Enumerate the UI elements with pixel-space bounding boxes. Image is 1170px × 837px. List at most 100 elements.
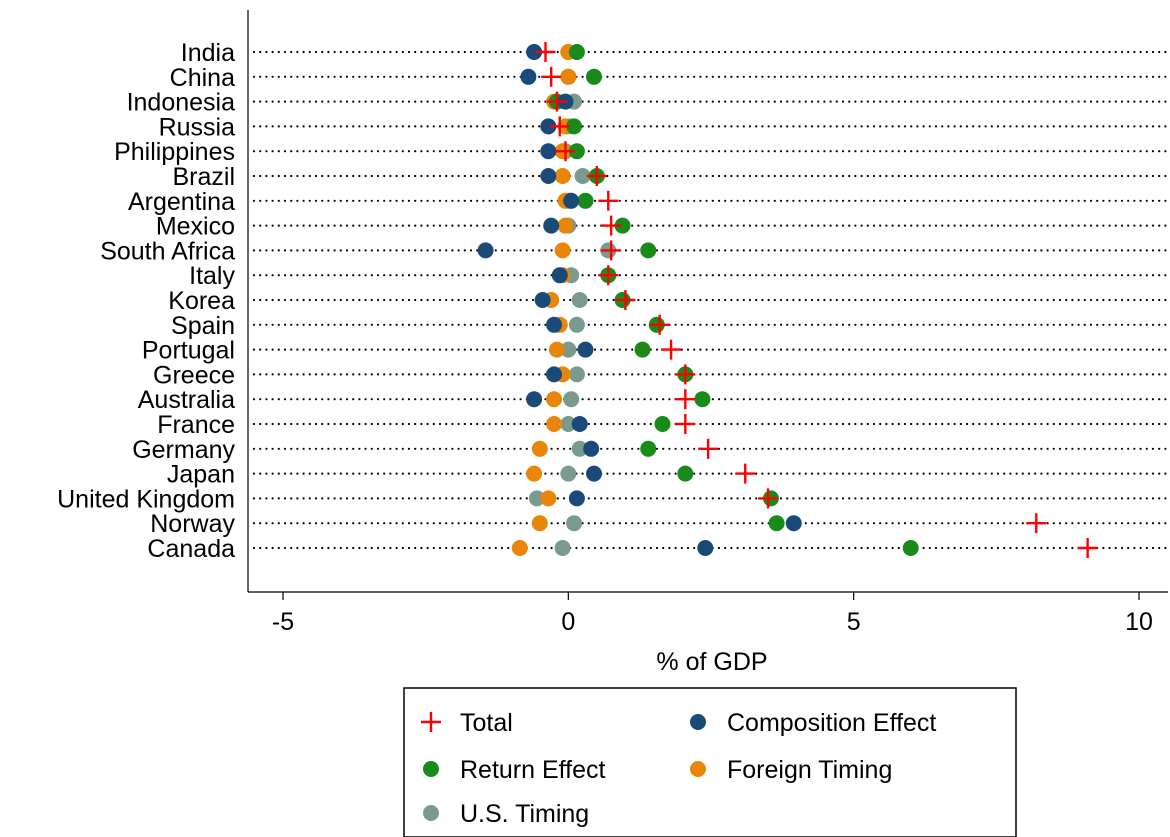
legend-marker-total <box>421 712 441 732</box>
total-point <box>549 116 570 137</box>
composition-effect-point <box>551 267 568 284</box>
u-s-timing-point <box>560 465 577 482</box>
total-point <box>698 438 719 459</box>
y-tick-label: South Africa <box>100 237 235 265</box>
foreign-timing-point <box>526 465 543 482</box>
legend: Total Composition Effect Return Effect Fore… <box>403 687 1017 837</box>
total-point <box>1077 538 1098 558</box>
legend-marker-return-effect <box>423 761 439 777</box>
return-effect-point <box>586 68 603 85</box>
y-tick-labels: IndiaChinaIndonesiaRussiaPhilippinesBraz… <box>57 39 235 563</box>
total-point <box>555 141 576 162</box>
y-tick-label: India <box>181 39 235 67</box>
total-point <box>615 290 636 310</box>
y-tick-label: France <box>157 411 235 439</box>
total-point <box>649 314 670 335</box>
total-point <box>675 389 696 410</box>
return-effect-point <box>566 118 583 135</box>
composition-effect-point <box>540 143 557 160</box>
y-tick-label: United Kingdom <box>57 485 235 513</box>
y-tick-label: Spain <box>171 312 235 340</box>
composition-effect-point <box>540 168 557 184</box>
return-effect-point <box>634 341 651 358</box>
total-point <box>541 66 562 87</box>
legend-label-composition-effect: Composition Effect <box>727 709 936 737</box>
total-point <box>735 463 756 484</box>
y-tick-label: Russia <box>159 113 236 141</box>
composition-effect-point <box>571 416 588 432</box>
foreign-timing-point <box>548 341 565 358</box>
total-point <box>535 42 556 62</box>
foreign-timing-point <box>531 440 548 457</box>
legend-label-return-effect: Return Effect <box>460 756 606 784</box>
legend-marker-foreign-timing <box>690 761 706 777</box>
y-tick-label: Brazil <box>172 163 235 191</box>
composition-effect-point <box>526 44 543 60</box>
u-s-timing-point <box>560 416 577 432</box>
total-point <box>758 488 779 509</box>
legend-box <box>403 687 1017 837</box>
u-s-timing-point <box>528 490 545 507</box>
y-tick-label: Indonesia <box>127 89 236 117</box>
u-s-timing-point <box>568 366 585 383</box>
y-tick-label: Argentina <box>128 188 235 216</box>
x-tick-label: 10 <box>1125 608 1153 636</box>
legend-label-foreign-timing: Foreign Timing <box>727 756 892 784</box>
total-point <box>675 364 696 385</box>
total-point <box>601 215 622 236</box>
composition-effect-point <box>568 490 585 507</box>
return-effect-point <box>768 515 785 532</box>
y-tick-label: Australia <box>138 386 235 414</box>
x-ticks: -5 0 5 10 <box>272 592 1153 636</box>
y-tick-label: Norway <box>150 510 235 538</box>
composition-effect-point <box>785 515 802 532</box>
total-point <box>546 91 567 112</box>
composition-effect-point <box>586 465 603 482</box>
x-tick-label: 5 <box>847 608 861 636</box>
return-effect-point <box>568 44 585 60</box>
total-point <box>598 265 619 286</box>
foreign-timing-point <box>511 540 528 556</box>
foreign-timing-point <box>554 168 571 184</box>
y-tick-label: Korea <box>168 287 235 315</box>
y-tick-label: Portugal <box>142 337 235 365</box>
y-tick-label: Germany <box>132 436 235 464</box>
u-s-timing-point <box>560 341 577 358</box>
foreign-timing-point <box>540 490 557 507</box>
foreign-timing-point <box>546 391 563 408</box>
u-s-timing-point <box>571 292 588 308</box>
foreign-timing-point <box>557 217 574 234</box>
y-tick-label: Philippines <box>114 138 235 166</box>
x-tick-label: -5 <box>272 608 294 636</box>
foreign-timing-point <box>560 68 577 85</box>
composition-effect-point <box>577 341 594 358</box>
legend-label-total: Total <box>460 709 513 737</box>
x-axis-title: % of GDP <box>656 648 767 676</box>
u-s-timing-point <box>568 316 585 333</box>
y-tick-label: Japan <box>167 461 235 489</box>
foreign-timing-point <box>546 416 563 432</box>
legend-marker-u-s-timing <box>423 805 439 821</box>
composition-effect-point <box>534 292 551 308</box>
u-s-timing-point <box>574 168 591 184</box>
composition-effect-point <box>697 540 714 556</box>
u-s-timing-point <box>566 515 583 532</box>
composition-effect-point <box>520 68 537 85</box>
foreign-timing-point <box>554 242 571 259</box>
return-effect-point <box>654 416 671 432</box>
composition-effect-point <box>526 391 543 408</box>
u-s-timing-point <box>571 440 588 457</box>
x-tick-label: 0 <box>561 608 575 636</box>
total-point <box>661 339 682 360</box>
foreign-timing-point <box>531 515 548 532</box>
composition-effect-point <box>546 366 563 383</box>
total-point <box>1026 513 1047 534</box>
u-s-timing-point <box>554 540 571 556</box>
composition-effect-point <box>583 440 600 457</box>
y-tick-label: China <box>170 64 235 92</box>
legend-label-u-s-timing: U.S. Timing <box>460 800 589 828</box>
composition-effect-point <box>477 242 494 259</box>
return-effect-point <box>694 391 711 408</box>
return-effect-point <box>577 192 594 209</box>
